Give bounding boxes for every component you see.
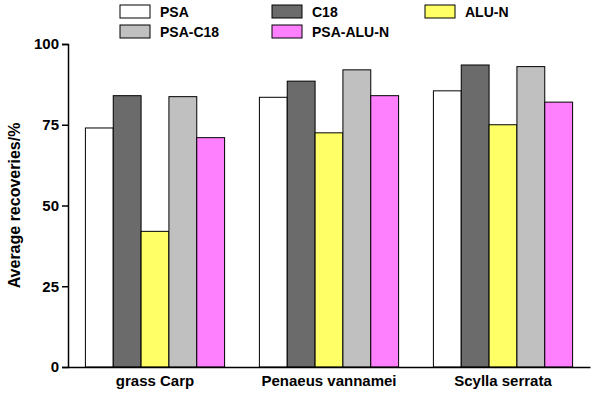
y-axis-line [62, 45, 69, 368]
chart: 0 25 50 75 100 grass Carp Penaeus vannamei Scyl… [0, 0, 600, 403]
bar [141, 231, 169, 367]
bar [489, 125, 517, 367]
legend-swatch [120, 5, 150, 18]
y-tick-mark [62, 367, 68, 369]
x-tick-label: grass Carp [116, 372, 194, 389]
legend-swatch [120, 25, 150, 38]
x-tick: Scylla serrata [454, 367, 552, 389]
x-tick-label: Penaeus vannamei [261, 372, 396, 389]
bar [315, 133, 343, 367]
legend-item: PSA [120, 4, 189, 20]
legend-label: PSA-ALU-N [312, 24, 389, 40]
legend-label: PSA [160, 4, 189, 20]
x-tick: Penaeus vannamei [261, 367, 396, 389]
legend-swatch [272, 5, 302, 18]
y-tick: 100 [34, 35, 68, 52]
y-tick: 25 [42, 278, 68, 295]
legend: PSA C18 ALU-N PSA-C18 PSA-ALU-N [120, 4, 509, 40]
legend-item: PSA-ALU-N [272, 24, 389, 40]
y-tick-label: 25 [42, 278, 59, 295]
y-tick: 75 [42, 116, 68, 133]
bar [461, 65, 489, 367]
y-tick-mark [62, 125, 68, 127]
y-tick-label: 75 [42, 116, 59, 133]
legend-item: ALU-N [425, 4, 509, 20]
y-tick-label: 0 [51, 358, 59, 375]
legend-item: PSA-C18 [120, 24, 219, 40]
y-tick-label: 50 [42, 197, 59, 214]
legend-label: ALU-N [465, 4, 509, 20]
bar [113, 96, 141, 367]
y-tick-label: 100 [34, 35, 59, 52]
bar [259, 97, 287, 367]
y-axis-title: Average recoveries/% [6, 123, 23, 289]
bar [85, 128, 113, 367]
bars [85, 65, 572, 367]
legend-label: C18 [312, 4, 338, 20]
x-tick: grass Carp [116, 367, 194, 389]
legend-label: PSA-C18 [160, 24, 219, 40]
x-axis-line [69, 367, 591, 369]
legend-item: C18 [272, 4, 338, 20]
bar [517, 67, 545, 367]
bar [343, 70, 371, 367]
bar [371, 96, 399, 367]
bar [197, 138, 225, 367]
y-tick: 50 [42, 197, 68, 214]
legend-swatch [425, 5, 455, 18]
y-tick-mark [62, 44, 68, 46]
bar [433, 91, 461, 367]
y-tick: 0 [51, 358, 68, 375]
y-axis: 0 25 50 75 100 [34, 35, 69, 375]
bar [545, 102, 573, 367]
legend-swatch [272, 25, 302, 38]
x-axis: grass Carp Penaeus vannamei Scylla serrata [69, 367, 591, 389]
bar [287, 81, 315, 367]
x-tick-label: Scylla serrata [454, 372, 552, 389]
y-tick-mark [62, 205, 68, 207]
y-tick-mark [62, 286, 68, 288]
bar [169, 97, 197, 367]
